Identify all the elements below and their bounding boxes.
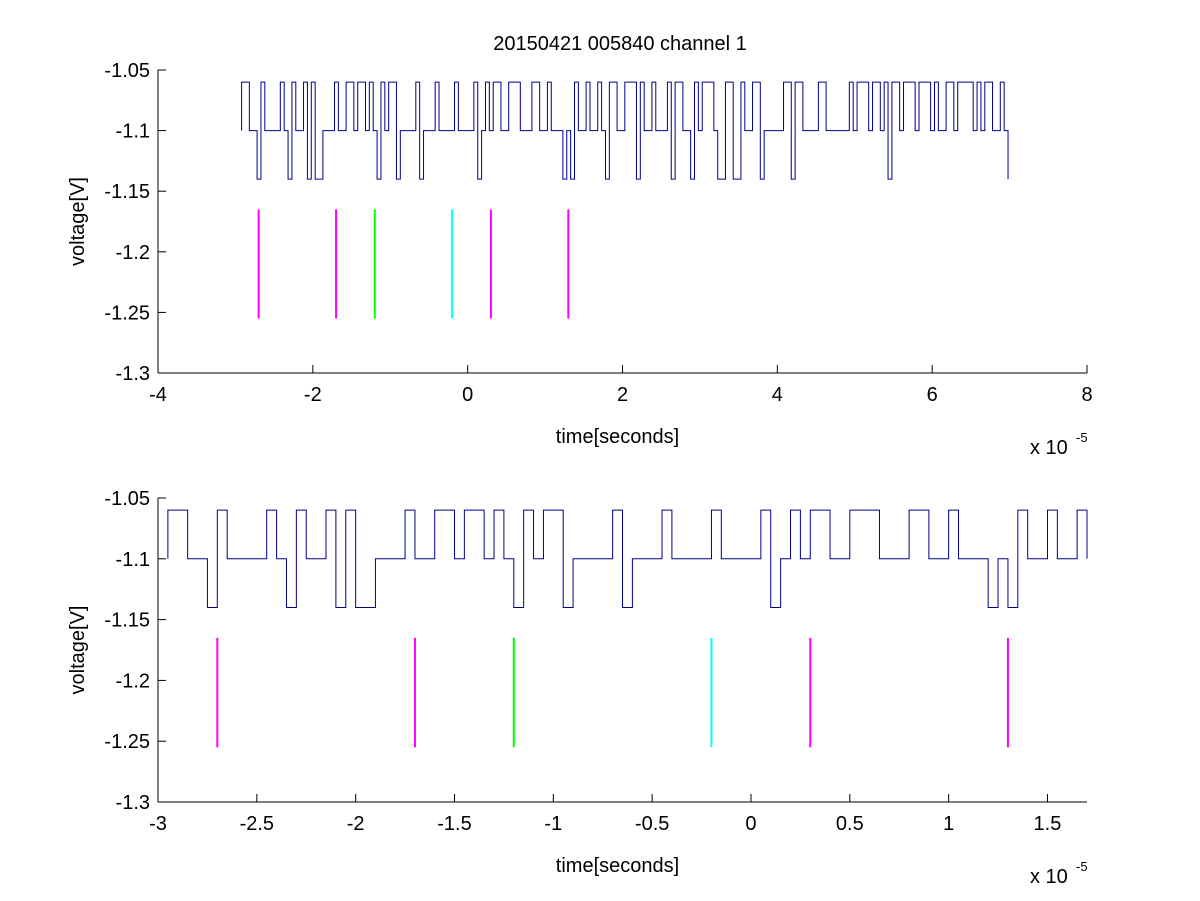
x-tick-label: -4	[149, 384, 167, 406]
x-tick-label: 0	[745, 813, 756, 835]
bottom-panel: -3 -2.5 -2 -1.5 -1 -0.5 0 0.5 1 1.5 -1.05 -1.1 -1.15…	[67, 488, 1088, 888]
x-scale-exponent: -5	[1076, 430, 1088, 445]
y-axis-label: voltage[V]	[67, 177, 89, 266]
x-axis-label: time[seconds]	[556, 426, 679, 448]
x-scale-exponent: -5	[1076, 859, 1088, 874]
x-tick-label: 4	[772, 384, 783, 406]
y-tick-label: -1.25	[104, 302, 150, 324]
x-tick-label: -2	[347, 813, 365, 835]
x-tick-label: 1.5	[1034, 813, 1062, 835]
chart-title: 20150421 005840 channel 1	[493, 33, 747, 55]
x-tick-label: -2	[304, 384, 322, 406]
x-tick-label: -1.5	[437, 813, 471, 835]
y-tick-label: -1.2	[116, 670, 150, 692]
y-tick-label: -1.05	[104, 60, 150, 82]
y-tick-label: -1.2	[116, 242, 150, 264]
x-tick-label: -1	[544, 813, 562, 835]
top-panel: -4 -2 0 2 4 6 8 -1.05 -1.1 -1.15 -1.2 -1.25 -1.3 time…	[67, 60, 1093, 459]
x-tick-label: 0.5	[836, 813, 864, 835]
y-tick-label: -1.3	[116, 792, 150, 814]
y-tick-label: -1.3	[116, 363, 150, 385]
y-tick-label: -1.15	[104, 181, 150, 203]
y-tick-label: -1.15	[104, 610, 150, 632]
x-axis-label: time[seconds]	[556, 855, 679, 877]
signal-trace	[167, 509, 1088, 608]
x-scale-label: x 10	[1030, 866, 1068, 888]
y-tick-label: -1.1	[116, 121, 150, 143]
y-tick-label: -1.1	[116, 549, 150, 571]
x-tick-label: -3	[149, 813, 167, 835]
y-tick-label: -1.25	[104, 731, 150, 753]
x-tick-label: -2.5	[240, 813, 274, 835]
x-tick-label: 0	[462, 384, 473, 406]
x-scale-label: x 10	[1030, 437, 1068, 459]
signal-trace	[241, 81, 1009, 180]
x-tick-label: -0.5	[635, 813, 669, 835]
x-tick-label: 8	[1081, 384, 1092, 406]
x-tick-label: 1	[943, 813, 954, 835]
y-axis-label: voltage[V]	[67, 606, 89, 695]
x-tick-label: 6	[927, 384, 938, 406]
x-tick-label: 2	[617, 384, 628, 406]
y-tick-label: -1.05	[104, 488, 150, 510]
